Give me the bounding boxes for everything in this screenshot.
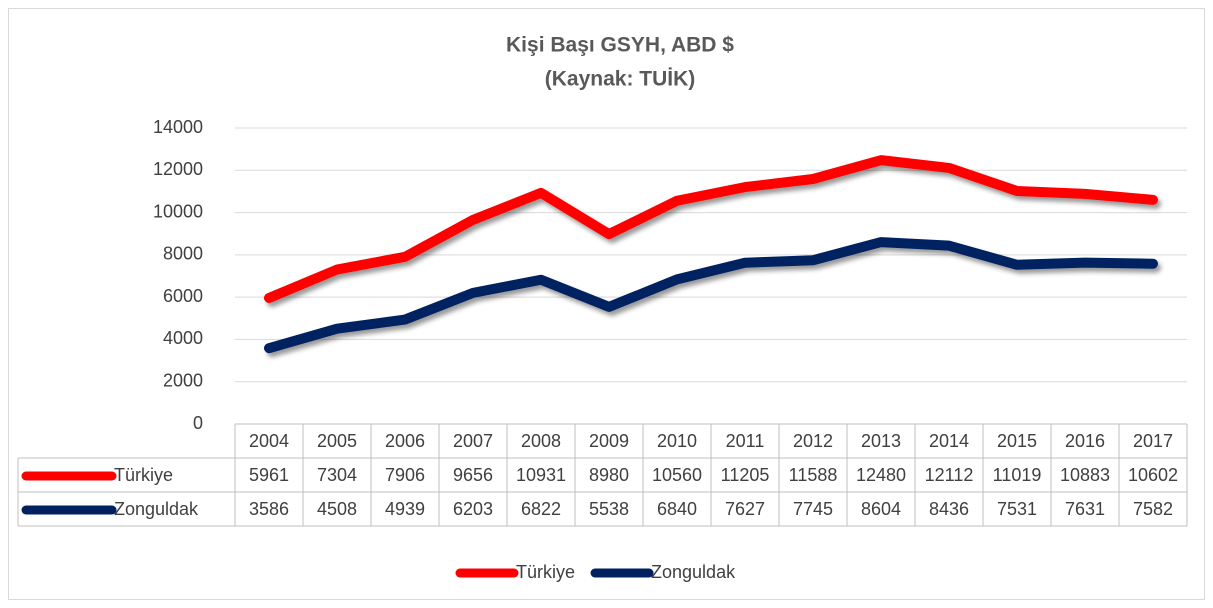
table-cell: 10560: [652, 465, 702, 485]
x-tick-label: 2006: [385, 431, 425, 451]
series-line: [264, 155, 1158, 303]
x-tick-label: 2013: [861, 431, 901, 451]
y-tick-label: 12000: [153, 159, 203, 179]
x-tick-label: 2012: [793, 431, 833, 451]
x-tick-label: 2010: [657, 431, 697, 451]
table-row-label: Türkiye: [114, 465, 173, 485]
table-cell: 8980: [589, 465, 629, 485]
table-cell: 11205: [721, 465, 770, 485]
x-tick-label: 2008: [521, 431, 561, 451]
x-tick-label: 2016: [1065, 431, 1105, 451]
y-tick-label: 2000: [163, 370, 203, 390]
table-cell: 10883: [1060, 465, 1110, 485]
table-cell: 5538: [589, 499, 629, 519]
table-row-label: Zonguldak: [114, 499, 199, 519]
table-cell: 8436: [929, 499, 969, 519]
table-cell: 7304: [317, 465, 357, 485]
y-tick-label: 6000: [163, 286, 203, 306]
y-tick-label: 4000: [163, 328, 203, 348]
legend-label: Türkiye: [516, 562, 575, 582]
table-cell: 12112: [925, 465, 974, 485]
chart-title: Kişi Başı GSYH, ABD $: [506, 34, 734, 57]
table-cell: 7745: [793, 499, 833, 519]
table-cell: 6840: [657, 499, 697, 519]
x-tick-label: 2009: [589, 431, 629, 451]
table-cell: 7631: [1065, 499, 1105, 519]
table-cell: 7906: [385, 465, 425, 485]
y-tick-label: 8000: [163, 244, 203, 264]
table-cell: 4939: [385, 499, 425, 519]
chart-subtitle: (Kaynak: TUİK): [545, 68, 696, 91]
x-tick-label: 2011: [726, 431, 765, 451]
y-tick-label: 10000: [153, 201, 203, 221]
table-cell: 10602: [1128, 465, 1178, 485]
x-tick-label: 2014: [929, 431, 969, 451]
x-tick-label: 2007: [453, 431, 493, 451]
table-cell: 3586: [249, 499, 289, 519]
table-cell: 7531: [997, 499, 1037, 519]
legend-label: Zonguldak: [651, 562, 736, 582]
y-tick-label: 0: [193, 413, 203, 433]
y-tick-label: 14000: [153, 117, 203, 137]
table-cell: 9656: [453, 465, 493, 485]
table-cell: 6203: [453, 499, 493, 519]
table-cell: 7582: [1133, 499, 1173, 519]
x-tick-label: 2004: [249, 431, 289, 451]
table-cell: 10931: [516, 465, 566, 485]
x-tick-label: 2017: [1133, 431, 1173, 451]
x-tick-label: 2015: [997, 431, 1037, 451]
table-cell: 8604: [861, 499, 901, 519]
table-cell: 12480: [856, 465, 906, 485]
series-line: [264, 237, 1158, 354]
table-cell: 7627: [725, 499, 765, 519]
x-tick-label: 2005: [317, 431, 357, 451]
table-cell: 6822: [521, 499, 561, 519]
table-cell: 4508: [317, 499, 357, 519]
table-cell: 5961: [249, 465, 289, 485]
table-cell: 11019: [993, 465, 1042, 485]
table-cell: 11588: [789, 465, 838, 485]
